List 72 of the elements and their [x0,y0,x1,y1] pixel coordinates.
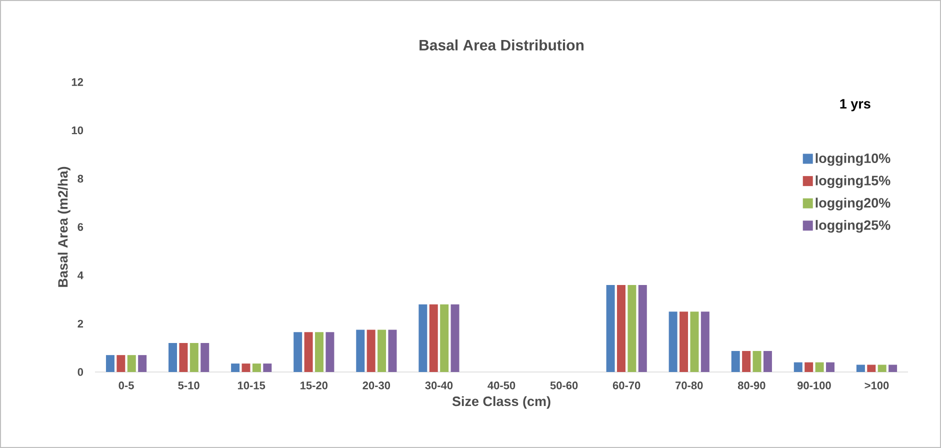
x-tick-label: 30-40 [425,382,453,390]
bar [731,350,740,372]
legend-label: logging25% [816,220,890,233]
bar [388,330,397,372]
y-tick-label: 10 [72,126,84,134]
bar [127,355,136,372]
x-tick-label: 0-5 [118,382,134,390]
bar [450,304,460,372]
y-tick-label: 6 [78,223,84,231]
bar [616,285,626,372]
bar [138,355,147,372]
y-tick-label: 2 [78,320,84,328]
bar [690,312,699,372]
annotation: 1 yrs [840,99,870,112]
x-tick-label: 50-60 [550,382,578,390]
bar [638,285,647,372]
bar [867,364,876,372]
legend-label: logging20% [816,198,890,210]
bar [304,332,313,372]
bar [116,355,126,372]
y-tick-label: 0 [78,368,84,376]
bar [878,364,886,372]
x-tick-label: 5-10 [178,382,200,390]
bar [763,350,772,372]
bar [326,332,334,372]
bar [440,304,449,372]
legend-label: logging15% [816,175,890,188]
bar [242,364,250,372]
y-tick-label: 12 [72,78,84,86]
bar [231,364,240,372]
bar [752,350,762,372]
bar [314,332,324,372]
bar [429,304,438,372]
x-tick-label: 80-90 [738,382,766,390]
x-tick-label: >100 [864,382,889,390]
bar [200,343,210,372]
bar [742,350,751,372]
y-tick-label: 8 [78,174,84,183]
y-tick-label: 4 [78,272,84,280]
x-tick-label: 40-50 [488,382,516,390]
x-tick-label: 90-100 [797,382,831,390]
bar [606,285,615,372]
legend-label: logging10% [816,153,890,166]
x-tick-label: 15-20 [300,382,328,390]
bar [794,362,802,372]
bar [252,364,261,372]
bar [179,343,188,372]
bar [106,355,114,372]
bar [628,285,636,372]
chart-title: Basal Area Distribution [420,39,584,50]
y-axis-title: Basal Area (m2/ha) [58,166,70,287]
bar [826,362,834,372]
bar [366,330,376,372]
x-tick-label: 60-70 [612,382,640,390]
x-axis-title: Size Class (cm) [452,396,550,409]
bar [668,312,678,372]
x-tick-label: 20-30 [362,382,390,390]
bar [356,330,365,372]
bar [815,362,824,372]
bar [856,364,865,372]
bar [804,362,814,372]
bar [294,332,302,372]
bar [888,364,898,372]
bar [700,312,710,372]
bar [263,364,272,372]
bar [190,343,198,372]
bar [680,312,688,372]
bar [168,343,178,372]
bar [418,304,428,372]
bar [378,330,386,372]
x-tick-label: 70-80 [676,382,703,390]
x-tick-label: 10-15 [238,382,266,390]
